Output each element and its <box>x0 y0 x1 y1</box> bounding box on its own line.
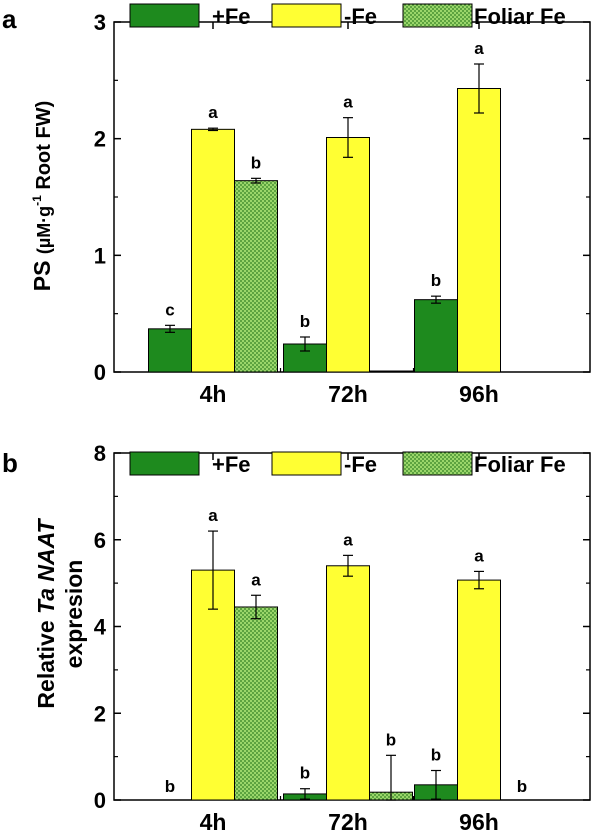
panel-a-ytick-label: 3 <box>94 10 106 35</box>
panel-a-legend-label: -Fe <box>344 4 377 29</box>
panel-b-sig-letter: a <box>474 546 484 565</box>
panel-b-sig-letter: b <box>165 777 175 796</box>
panel-a-legend-swatch <box>402 3 473 28</box>
panel-a-sig-letter: b <box>300 312 310 331</box>
panel-a-bar <box>414 299 458 373</box>
panel-b-legend-label: Foliar Fe <box>474 452 566 477</box>
svg-text:expresion: expresion <box>61 560 87 669</box>
panel-b-ylabel-2: expresion <box>61 560 87 669</box>
panel-a-xtick-label: 4h <box>200 381 227 407</box>
panel-b-legend-label: +Fe <box>212 452 251 477</box>
panel-b-sig-letter: a <box>343 530 353 549</box>
panel-a-ytick-label: 1 <box>94 243 106 268</box>
panel-a-xtick-label: 72h <box>328 381 368 407</box>
panel-a-bar <box>326 137 370 373</box>
panel-b-xtick-label: 72h <box>328 809 368 835</box>
panel-b-xtick-label: 4h <box>200 809 227 835</box>
panel-a-legend-swatch <box>129 3 200 28</box>
panel-a-bar <box>457 88 501 373</box>
panel-a-sig-letter: c <box>165 300 174 319</box>
panel-b-ytick-label: 4 <box>94 615 107 640</box>
panel-a-sig-letter: a <box>208 103 218 122</box>
panel-b-sig-letter: a <box>251 570 261 589</box>
panel-b-legend-swatch <box>129 451 200 476</box>
panel-b-ylabel-line1: Relative Ta NAAT <box>33 517 59 708</box>
panel-b-ylabel: Relative Ta NAAT <box>33 517 59 708</box>
panel-a-bar <box>191 128 235 373</box>
panel-b-ytick-label: 0 <box>94 788 106 813</box>
panel-b-bar <box>234 606 278 801</box>
panel-b-label: b <box>2 448 18 478</box>
panel-b-sig-letter: b <box>300 764 310 783</box>
panel-a-legend-label: +Fe <box>212 4 251 29</box>
panel-b-legend-swatch <box>402 451 473 476</box>
panel-a-ytick-label: 2 <box>94 127 106 152</box>
panel-a-plot: 0 1 2 3 4h 72h 96h c b b a a a b +Fe -Fe Foliar Fe <box>94 3 591 407</box>
panel-a-ylabel: PS (µM·g-1 Root FW) <box>29 101 55 292</box>
panel-b-ytick-label: 6 <box>94 528 106 553</box>
panel-b-ytick-label: 8 <box>94 441 106 466</box>
panel-b-sig-letter: b <box>431 746 441 765</box>
panel-a-bar <box>369 370 413 373</box>
panel-b-bar <box>457 579 501 801</box>
panel-b-sig-letter: b <box>386 730 396 749</box>
panel-a-xtick-label: 96h <box>459 381 499 407</box>
panel-b-sig-letter: a <box>208 506 218 525</box>
panel-a-ylabel-unit: (µM·g <box>34 206 54 254</box>
panel-a-ytick-label: 0 <box>94 360 106 385</box>
panel-b-bar <box>326 565 370 801</box>
panel-a-sig-letter: b <box>251 153 261 172</box>
panel-a-ylabel-main: PS <box>29 261 55 292</box>
panel-a-sig-letter: a <box>474 39 484 58</box>
panel-a-bar <box>148 328 192 373</box>
panel-a-bar <box>234 180 278 373</box>
panel-b-xtick-label: 96h <box>459 809 499 835</box>
panel-a-ylabel-post: Root FW) <box>33 101 55 195</box>
panel-a-sig-letter: b <box>431 271 441 290</box>
panel-a-legend-swatch <box>271 3 342 28</box>
panel-a-ylabel-sup: -1 <box>30 195 44 206</box>
panel-b-ytick-label: 2 <box>94 701 106 726</box>
svg-text:PS (µM·g-1 Root FW): PS (µM·g-1 Root FW) <box>29 101 55 292</box>
panel-a-legend-label: Foliar Fe <box>474 4 566 29</box>
panel-b-sig-letter: b <box>517 777 527 796</box>
panel-b-legend-label: -Fe <box>344 452 377 477</box>
panel-a-label: a <box>2 4 17 34</box>
panel-b-plot: 0 2 4 6 8 4h 72h 96h b b b a a a a b b +Fe -Fe Foliar Fe <box>94 441 591 835</box>
panel-a-sig-letter: a <box>343 93 353 112</box>
panel-b-legend-swatch <box>271 451 342 476</box>
